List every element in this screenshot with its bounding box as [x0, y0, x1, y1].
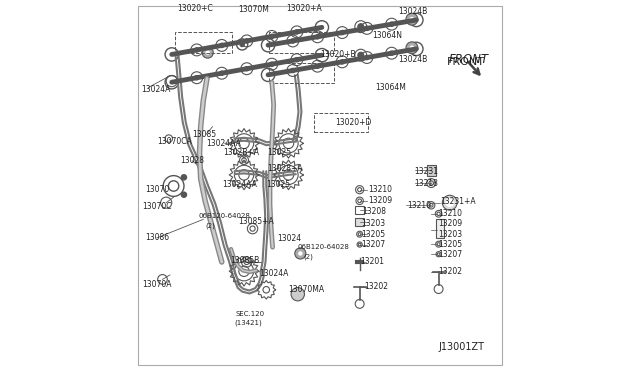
- Text: 06B120-64028: 06B120-64028: [297, 244, 349, 250]
- Circle shape: [240, 42, 244, 46]
- Text: 13203: 13203: [438, 230, 462, 239]
- Circle shape: [269, 62, 274, 66]
- Circle shape: [406, 42, 418, 54]
- Text: 13025: 13025: [267, 148, 291, 157]
- Circle shape: [410, 17, 414, 22]
- Text: 13064N: 13064N: [372, 31, 402, 41]
- Text: 13209: 13209: [368, 196, 392, 205]
- Text: 13231+A: 13231+A: [440, 197, 476, 206]
- Circle shape: [358, 24, 364, 30]
- Circle shape: [445, 198, 454, 207]
- Text: 13209: 13209: [438, 219, 462, 228]
- Text: 13205: 13205: [438, 240, 462, 249]
- Text: 13208: 13208: [363, 208, 387, 217]
- Text: 13207: 13207: [361, 240, 385, 249]
- Circle shape: [244, 67, 249, 71]
- Circle shape: [442, 195, 457, 210]
- Bar: [269, 32, 333, 53]
- Circle shape: [220, 44, 224, 48]
- Circle shape: [291, 68, 295, 73]
- Text: 13020+C: 13020+C: [177, 4, 213, 13]
- Text: 13070A: 13070A: [142, 280, 172, 289]
- Circle shape: [410, 45, 414, 50]
- Circle shape: [340, 31, 344, 35]
- Text: 13085B: 13085B: [230, 256, 260, 265]
- Text: FRONT: FRONT: [449, 54, 489, 67]
- Text: 13070M: 13070M: [239, 6, 269, 15]
- Text: 13020+A: 13020+A: [287, 4, 323, 13]
- Bar: [269, 62, 333, 83]
- Text: (2): (2): [303, 253, 313, 260]
- Text: 13202: 13202: [438, 267, 462, 276]
- Text: 13024: 13024: [277, 234, 301, 243]
- Circle shape: [316, 35, 319, 39]
- Text: 13085+A: 13085+A: [237, 217, 273, 226]
- Text: 13218: 13218: [415, 179, 438, 187]
- Text: SEC.120: SEC.120: [236, 311, 264, 317]
- Text: FRONT: FRONT: [447, 57, 484, 67]
- Text: 13070C: 13070C: [142, 202, 172, 211]
- Text: 13210: 13210: [407, 201, 431, 210]
- Bar: [436, 219, 444, 238]
- Text: 13210: 13210: [368, 185, 392, 194]
- Text: 13086: 13086: [145, 233, 169, 243]
- Circle shape: [205, 50, 210, 55]
- Circle shape: [291, 39, 295, 43]
- Text: 13070: 13070: [145, 185, 170, 194]
- Text: 13085: 13085: [192, 129, 216, 139]
- Circle shape: [181, 175, 186, 180]
- Circle shape: [202, 47, 213, 58]
- Text: 13024A: 13024A: [259, 269, 288, 278]
- Circle shape: [220, 71, 224, 75]
- Text: 13201: 13201: [360, 257, 384, 266]
- Circle shape: [298, 251, 303, 256]
- Bar: [355, 218, 364, 226]
- Circle shape: [365, 55, 369, 60]
- Text: 13020+B: 13020+B: [320, 50, 356, 59]
- Bar: [355, 206, 364, 214]
- Circle shape: [244, 39, 249, 43]
- Circle shape: [295, 248, 306, 259]
- Text: 13207: 13207: [438, 250, 462, 259]
- Text: 13070CA: 13070CA: [157, 137, 192, 146]
- Text: (2): (2): [206, 223, 216, 229]
- Text: 1302B+A: 1302B+A: [223, 148, 260, 157]
- Text: 13024A: 13024A: [141, 85, 171, 94]
- Text: 13064M: 13064M: [376, 83, 406, 92]
- Text: 06B120-64028: 06B120-64028: [199, 214, 251, 219]
- Text: 13210: 13210: [438, 209, 462, 218]
- Bar: [314, 113, 368, 132]
- Circle shape: [269, 34, 274, 38]
- Text: 13024B: 13024B: [398, 7, 427, 16]
- Circle shape: [195, 76, 199, 80]
- Text: 13025: 13025: [266, 180, 291, 189]
- Circle shape: [291, 288, 305, 301]
- Text: 13231: 13231: [415, 167, 438, 176]
- Circle shape: [358, 52, 364, 58]
- Text: 13203: 13203: [361, 219, 385, 228]
- Text: 13024AA: 13024AA: [223, 180, 257, 189]
- Circle shape: [295, 58, 299, 62]
- Text: (13421): (13421): [235, 319, 262, 326]
- Text: 13024B: 13024B: [398, 55, 427, 64]
- Circle shape: [390, 22, 394, 26]
- Text: 13070MA: 13070MA: [289, 285, 324, 294]
- Circle shape: [181, 192, 186, 197]
- Text: 13205: 13205: [361, 230, 385, 239]
- Text: 13028: 13028: [180, 156, 204, 165]
- Circle shape: [295, 30, 299, 34]
- Circle shape: [316, 64, 319, 68]
- Text: J13001ZT: J13001ZT: [438, 342, 484, 352]
- Circle shape: [390, 51, 394, 55]
- Bar: [427, 165, 436, 176]
- Circle shape: [195, 48, 199, 52]
- Text: 13024AA: 13024AA: [206, 139, 241, 148]
- Circle shape: [365, 26, 369, 31]
- Text: 13202: 13202: [364, 282, 388, 291]
- Circle shape: [340, 60, 344, 64]
- Text: 13020+D: 13020+D: [335, 119, 371, 128]
- Text: 13028+A: 13028+A: [268, 164, 303, 173]
- Circle shape: [406, 13, 418, 25]
- Bar: [175, 32, 232, 53]
